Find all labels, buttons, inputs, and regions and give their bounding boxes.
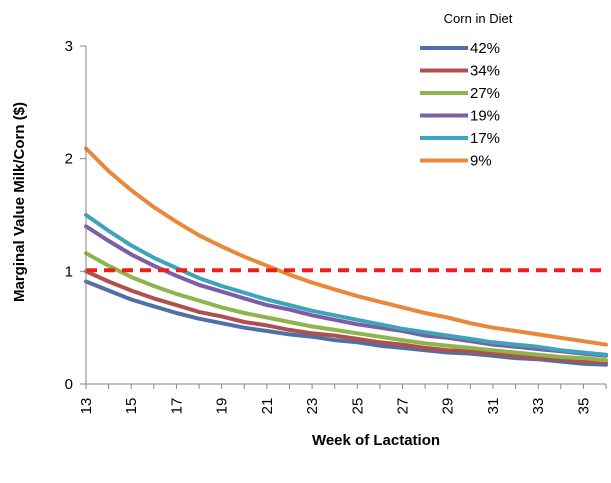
y-tick-label: 0 [65, 376, 73, 393]
y-tick-label: 3 [65, 38, 73, 55]
x-tick-label: 13 [78, 398, 95, 415]
legend-label-5: 9% [470, 153, 492, 170]
x-tick-label: 15 [123, 398, 140, 415]
series-line-4 [84, 213, 608, 357]
x-tick-label: 23 [304, 398, 321, 415]
x-tick-label: 29 [440, 398, 457, 415]
series-line-5 [84, 146, 608, 347]
legend-label-1: 34% [470, 63, 500, 80]
x-tick-label: 33 [530, 398, 547, 415]
legend-label-3: 19% [470, 108, 500, 125]
x-tick-label: 21 [259, 398, 276, 415]
series-line-2 [84, 251, 608, 363]
series-line-0 [84, 279, 608, 367]
legend-label-4: 17% [470, 130, 500, 147]
x-axis-title: Week of Lactation [312, 432, 440, 449]
legend: 42% 34% 27% 19% 17% 9% [420, 40, 500, 170]
y-tick-label: 1 [65, 263, 73, 280]
x-tick-label: 19 [214, 398, 231, 415]
x-tick-label: 35 [575, 398, 592, 415]
series-line-3 [84, 224, 608, 358]
series-lines [84, 146, 608, 367]
x-tick-label: 25 [349, 398, 366, 415]
legend-label-2: 27% [470, 85, 500, 102]
series-line-1 [84, 269, 608, 365]
x-tick-label: 31 [485, 398, 502, 415]
y-tick-label: 2 [65, 151, 73, 168]
legend-title: Corn in Diet [444, 11, 513, 26]
x-tick-label: 17 [168, 398, 185, 415]
legend-label-0: 42% [470, 40, 500, 57]
y-axis-title: Marginal Value Milk/Corn ($) [11, 102, 28, 302]
x-tick-label: 27 [395, 398, 412, 415]
